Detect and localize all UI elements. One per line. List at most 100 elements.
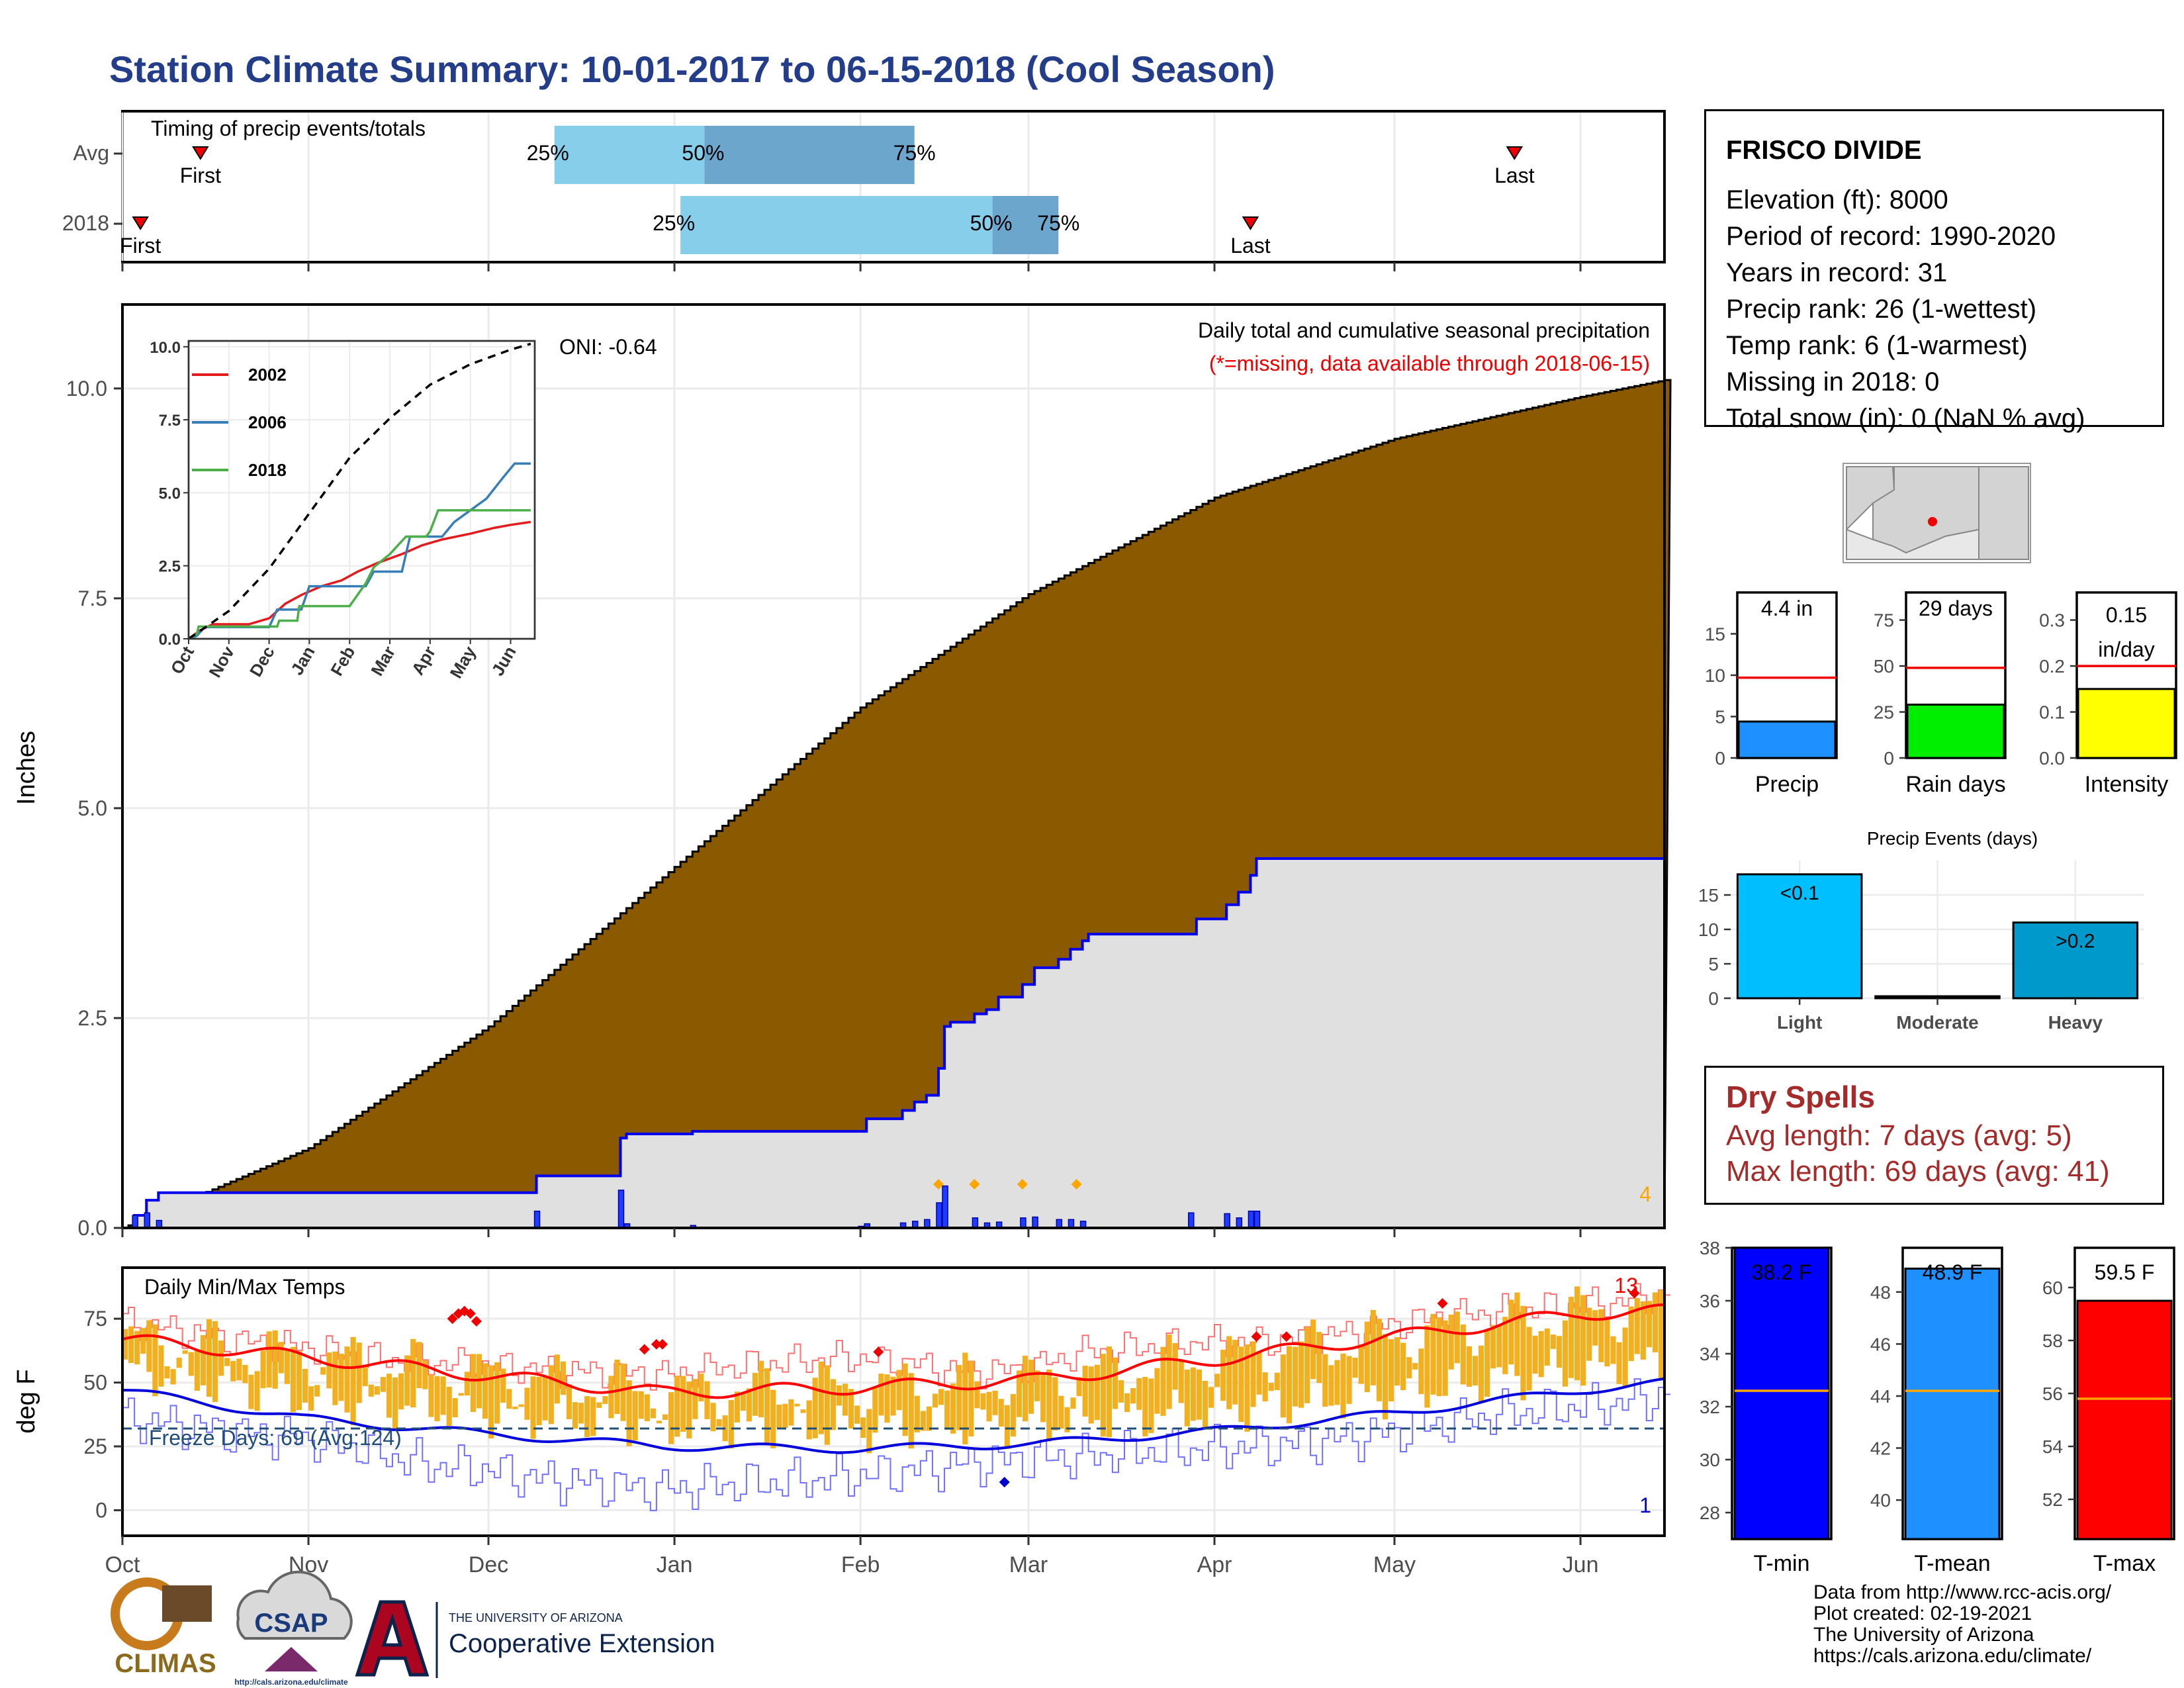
inset-frame [187, 340, 536, 640]
daily-temp-bar [278, 1342, 284, 1374]
daily-temp-bar [500, 1368, 506, 1403]
daily-temp-bar [1256, 1351, 1262, 1395]
daily-temp-bar [992, 1390, 998, 1415]
month-label: Mar [1009, 1552, 1048, 1577]
daily-temp-bar [1406, 1357, 1412, 1379]
record-high-marker [447, 1313, 458, 1325]
daily-temp-bar [224, 1358, 230, 1366]
inset-ytick-label: 10.0 [150, 339, 181, 357]
daily-temp-bar [1628, 1306, 1634, 1362]
temp-bars: 28 30 32 34 36 38 38.2 F T-min 40 42 44 46 48 48.9 F T… [1700, 1238, 2175, 1576]
daily-temp-bar [320, 1367, 326, 1375]
daily-temp-bar [464, 1372, 470, 1396]
daily-temp-bar [242, 1364, 248, 1383]
daily-precip-bar [1224, 1213, 1230, 1229]
inset-ytick-label: 5.0 [159, 485, 181, 502]
station-info-box: FRISCO DIVIDE Elevation (ft): 8000 Perio… [1704, 109, 2164, 433]
daily-temp-bar [1574, 1286, 1580, 1381]
daily-temp-bar [758, 1360, 764, 1417]
events-ytick-label: 5 [1708, 954, 1719, 974]
daily-precip-bar [1253, 1210, 1261, 1229]
ua-small-text: THE UNIVERSITY OF ARIZONA [449, 1611, 623, 1624]
month-label: May [1373, 1552, 1416, 1577]
legend-label: 2006 [248, 412, 287, 432]
daily-temp-bar [866, 1409, 872, 1454]
daily-temp-bar [854, 1405, 860, 1424]
indicator-ytick-label: 0.1 [2039, 702, 2065, 723]
indicator-bar [1906, 703, 2005, 759]
daily-temp-bar [1310, 1319, 1316, 1380]
daily-temp-bar [518, 1404, 524, 1407]
daily-temp-bar [638, 1391, 644, 1419]
daily-temp-bar [902, 1363, 908, 1436]
daily-temp-bar [452, 1398, 458, 1418]
legend-label: 2002 [248, 365, 287, 385]
daily-temp-bar [338, 1353, 344, 1401]
daily-temp-bar [302, 1368, 308, 1403]
daily-temp-bar [824, 1365, 830, 1445]
indicator-ytick-label: 50 [1874, 656, 1894, 677]
daily-temp-bar [1520, 1305, 1526, 1401]
daily-temp-bar [1346, 1356, 1352, 1404]
daily-temp-bar [296, 1351, 302, 1411]
daily-temp-bar [1568, 1297, 1574, 1378]
indicator-label: Rain days [1905, 772, 2005, 797]
tbar-bar [2076, 1299, 2173, 1540]
daily-temp-bar [752, 1373, 758, 1416]
indicator-ytick-label: 10 [1705, 665, 1725, 686]
daily-temp-bar [914, 1395, 920, 1432]
daily-temp-bar [632, 1391, 638, 1441]
daily-temp-bar [1376, 1319, 1382, 1401]
temps-title: Daily Min/Max Temps [144, 1275, 345, 1299]
daily-temp-bar [1508, 1299, 1514, 1365]
daily-precip-bar [1248, 1210, 1255, 1229]
record-high-marker [1629, 1288, 1640, 1299]
daily-temp-bar [572, 1402, 578, 1429]
daily-temp-bar [1544, 1328, 1550, 1366]
daily-temp-bar [1220, 1349, 1226, 1401]
daily-temp-bar [626, 1380, 632, 1446]
temps-ytick-label: 50 [83, 1371, 107, 1395]
indicator-label: Intensity [2085, 772, 2169, 797]
daily-temp-bar [1100, 1354, 1106, 1437]
daily-temp-bar [1274, 1372, 1280, 1390]
daily-temp-bar [686, 1382, 692, 1438]
credit-line: Data from http://www.rcc-acis.org/ [1813, 1581, 2112, 1603]
csap-logo-text: CSAP [254, 1609, 328, 1638]
daily-temp-bar [494, 1362, 500, 1424]
daily-temp-bar [590, 1397, 596, 1436]
daily-temp-bar [230, 1360, 236, 1382]
daily-temp-bar [1598, 1309, 1604, 1362]
daily-temp-bar [1070, 1397, 1076, 1409]
cumulative-2018-area [122, 859, 1664, 1228]
daily-precip-bar [942, 1185, 948, 1229]
daily-temp-bar [1010, 1393, 1016, 1437]
daily-temp-bar [1226, 1336, 1232, 1409]
inset-series-line [187, 520, 531, 640]
record-high-marker [639, 1344, 650, 1355]
daily-temp-bar [1292, 1346, 1298, 1407]
daily-temp-bar [1286, 1346, 1292, 1424]
daily-temp-bar [200, 1335, 206, 1385]
dry-spells-max: Max length: 69 days (avg: 41) [1726, 1155, 2110, 1188]
indicator-ytick-label: 0.0 [2039, 748, 2065, 769]
daily-temp-bar [908, 1373, 914, 1449]
daily-temp-bar [398, 1373, 404, 1410]
daily-temp-bar [236, 1358, 242, 1381]
precip-ylabel: Inches [13, 731, 40, 805]
station-location-dot [1928, 517, 1937, 526]
record-high-marker [1281, 1331, 1292, 1342]
daily-temp-bar [1472, 1356, 1479, 1386]
daily-temp-bar [332, 1351, 338, 1405]
daily-temp-bar [614, 1359, 620, 1415]
daily-temp-bar [836, 1385, 842, 1406]
daily-temp-bar [1172, 1342, 1178, 1390]
station-line: Total snow (in): 0 (NaN % avg) [1726, 404, 2085, 433]
daily-temp-bar [596, 1402, 602, 1408]
daily-temp-bar [1616, 1342, 1622, 1384]
timing-label-25: 25% [527, 141, 569, 165]
daily-temp-bar [482, 1363, 488, 1419]
tbar-ytick-label: 60 [2042, 1278, 2063, 1298]
timing-label-first: First [120, 234, 161, 258]
timing-label-50: 50% [970, 211, 1013, 235]
